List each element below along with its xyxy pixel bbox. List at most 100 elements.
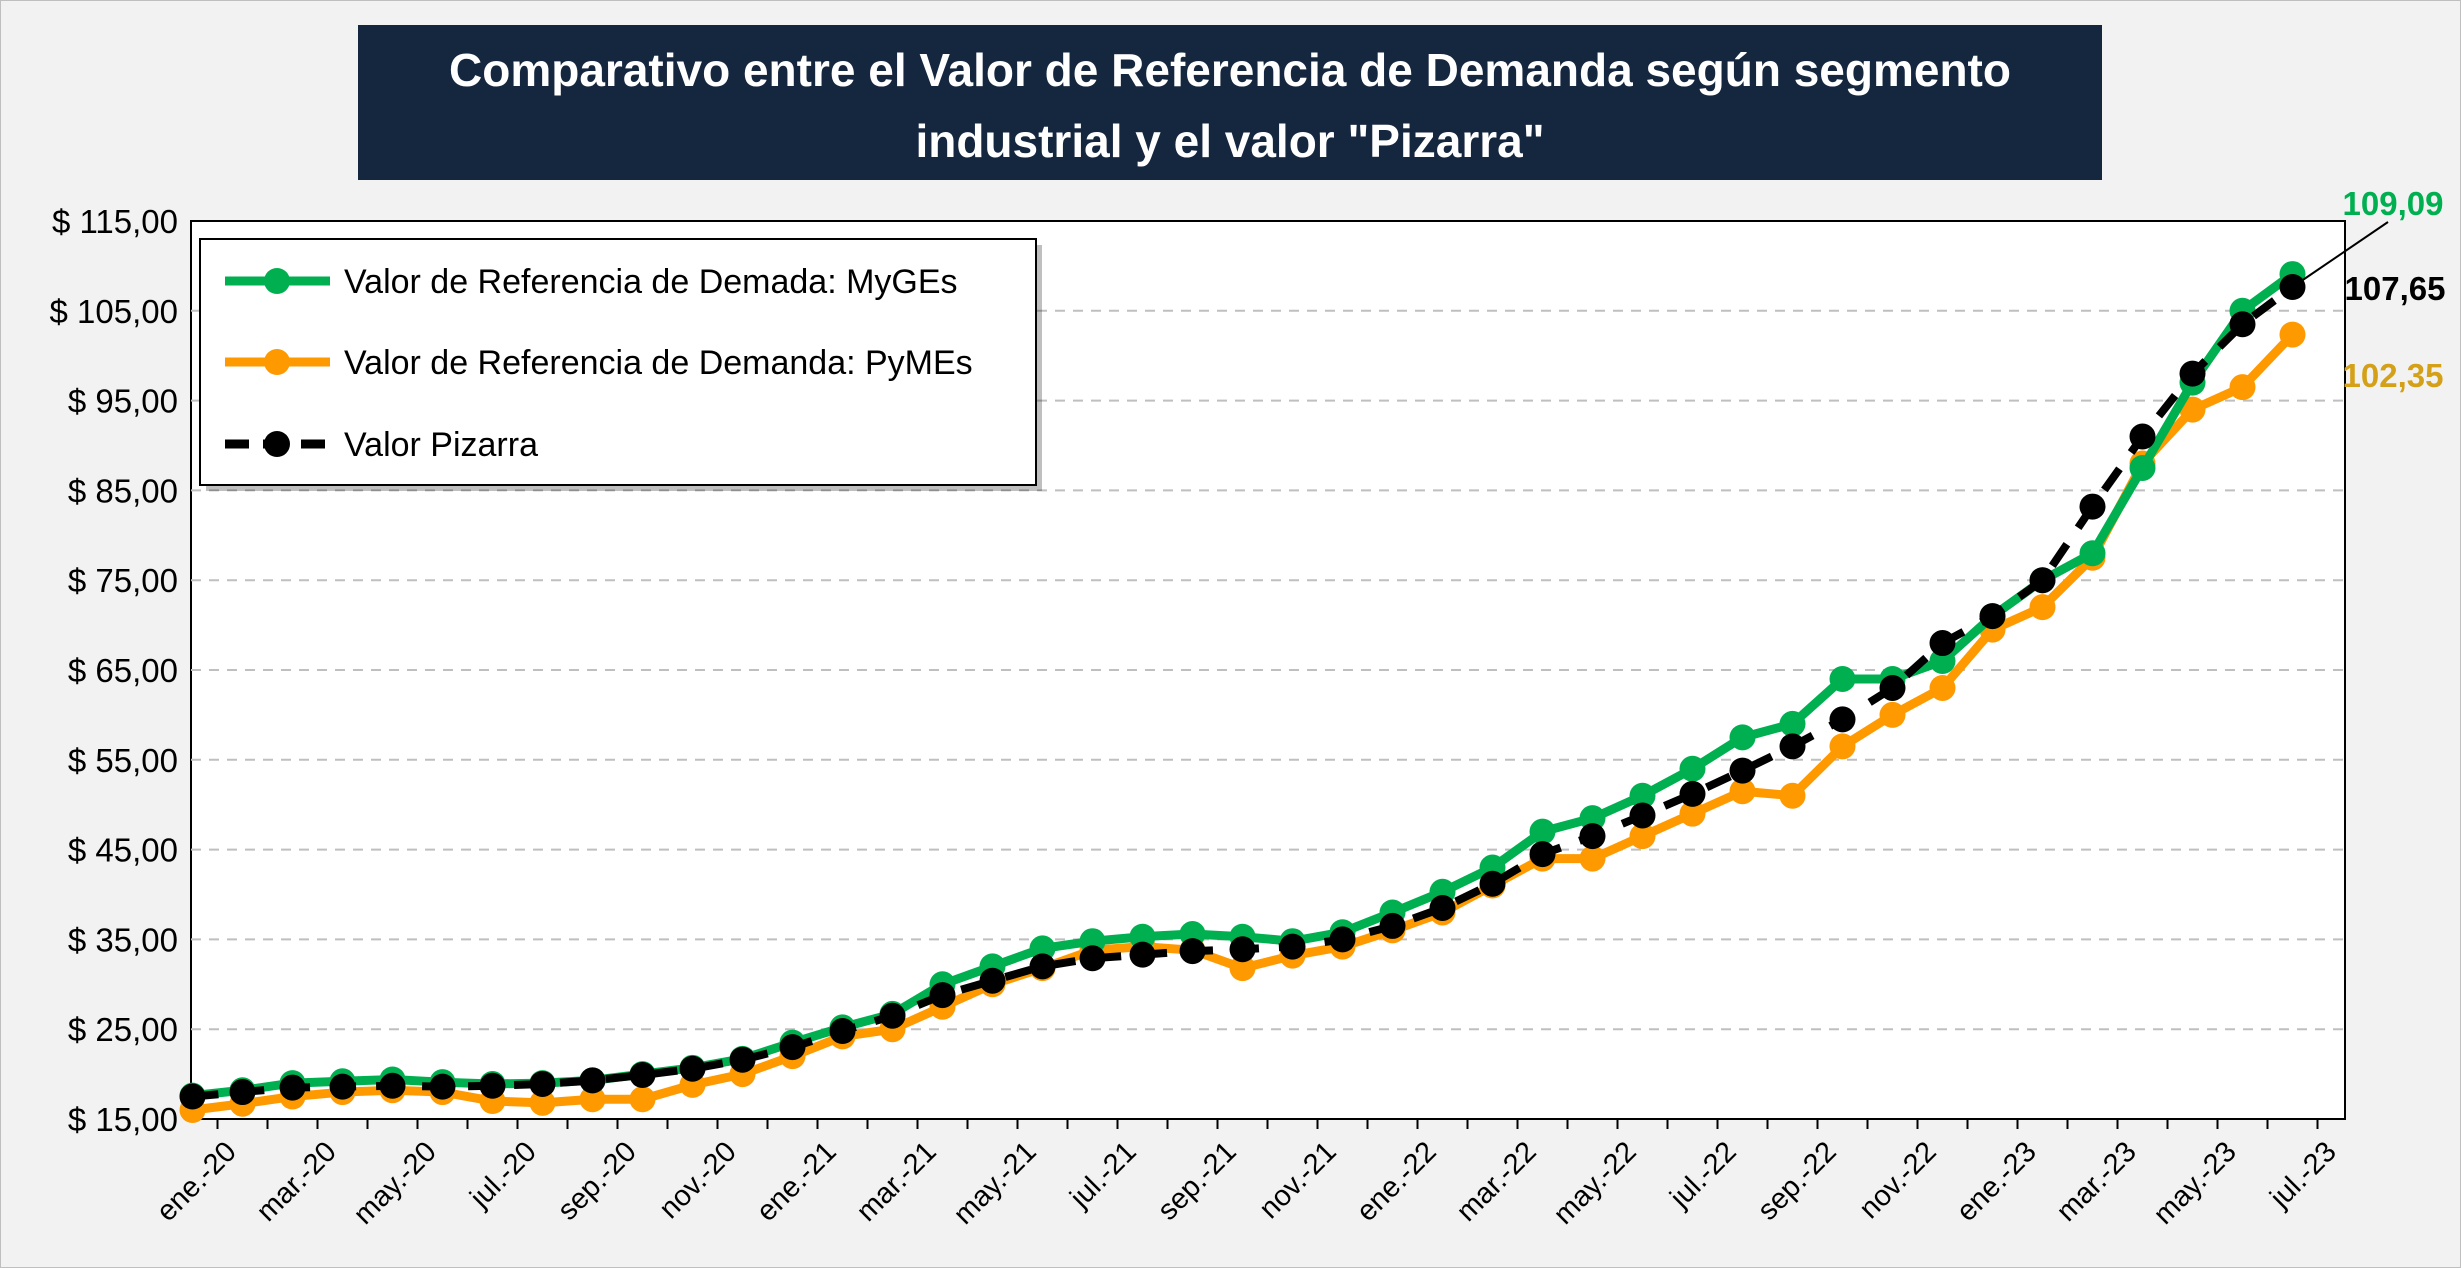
data-point: [1129, 923, 1156, 950]
data-point: [2129, 423, 2156, 450]
data-point: [1279, 933, 1306, 960]
legend-swatch-marker: [264, 431, 290, 457]
legend-label: Valor de Referencia de Demanda: PyMEs: [344, 344, 973, 382]
data-point: [1629, 782, 1656, 809]
end-label-leader: [2291, 221, 2389, 288]
data-point: [1529, 818, 1556, 845]
data-point: [679, 1055, 706, 1082]
data-point: [1179, 938, 1206, 965]
data-point: [1729, 778, 1756, 805]
data-point: [1979, 603, 2006, 630]
data-point: [1329, 926, 1356, 953]
data-point: [379, 1072, 406, 1099]
x-tick-label: jul.-23: [2264, 1136, 2343, 1215]
title-banner: [358, 25, 2102, 180]
data-point: [1229, 936, 1256, 963]
data-point: [2229, 311, 2256, 338]
data-point: [1029, 953, 1056, 980]
data-point: [1779, 710, 1806, 737]
data-point: [579, 1086, 606, 1113]
legend-label: Valor Pizarra: [344, 426, 538, 464]
y-tick-label: $ 15,00: [68, 1101, 178, 1138]
data-point: [2079, 540, 2106, 567]
data-point: [779, 1034, 806, 1061]
data-point: [1779, 733, 1806, 760]
data-point: [1829, 706, 1856, 733]
chart-title-line-2: industrial y el valor "Pizarra": [915, 115, 1544, 167]
y-tick-label: $ 105,00: [50, 293, 178, 330]
data-point: [829, 1017, 856, 1044]
data-point: [1229, 955, 1256, 982]
y-tick-label: $ 75,00: [68, 562, 178, 599]
x-tick-label: jul.-20: [464, 1136, 543, 1215]
data-point: [1779, 782, 1806, 809]
y-tick-label: $ 45,00: [68, 832, 178, 869]
data-point: [2129, 454, 2156, 481]
data-point: [1729, 724, 1756, 751]
data-point: [579, 1067, 606, 1094]
x-tick-label: may.-21: [948, 1136, 1043, 1231]
data-point: [329, 1073, 356, 1100]
data-point: [629, 1061, 656, 1088]
legend-box: [199, 238, 1037, 486]
data-point: [2229, 374, 2256, 401]
y-tick-label: $ 85,00: [68, 472, 178, 509]
data-point: [2279, 321, 2306, 348]
series-2: [179, 274, 2306, 1110]
data-point: [929, 982, 956, 1009]
data-point: [1679, 780, 1706, 807]
data-point: [729, 1046, 756, 1073]
data-point: [1529, 841, 1556, 868]
data-point: [179, 1083, 206, 1110]
y-tick-label: $ 65,00: [68, 652, 178, 689]
chart-title-line-1: Comparativo entre el Valor de Referencia…: [449, 44, 2011, 96]
y-tick-label: $ 55,00: [68, 742, 178, 779]
legend: Valor de Referencia de Demada: MyGEs Valo…: [199, 238, 1042, 491]
data-point: [1879, 674, 1906, 701]
end-label: 109,09: [2343, 185, 2444, 222]
x-tick-label: ene.-23: [1951, 1136, 2043, 1228]
data-point: [1579, 845, 1606, 872]
x-tick-label: ene.-20: [151, 1136, 243, 1228]
x-tick-label: mar.-23: [2051, 1136, 2143, 1228]
x-tick-label: mar.-20: [251, 1136, 343, 1228]
end-labels: 109,09 107,65 102,35: [2291, 185, 2446, 394]
data-point: [1429, 894, 1456, 921]
data-point: [279, 1074, 306, 1101]
x-tick-label: nov.-21: [1253, 1136, 1343, 1226]
data-point: [1829, 665, 1856, 692]
data-point: [1829, 733, 1856, 760]
y-tick-label: $ 115,00: [52, 203, 178, 240]
x-tick-label: sep.-21: [1152, 1136, 1243, 1227]
data-point: [2029, 594, 2056, 621]
data-point: [1929, 648, 1956, 675]
x-tick-label: jul.-21: [1064, 1136, 1143, 1215]
x-tick-label: may.-23: [2148, 1136, 2243, 1231]
data-point: [229, 1079, 256, 1106]
data-point: [1729, 757, 1756, 784]
x-tick-label: mar.-21: [851, 1136, 943, 1228]
data-point: [479, 1072, 506, 1099]
x-tick-label: ene.-21: [751, 1136, 843, 1228]
data-point: [629, 1086, 656, 1113]
legend-label: Valor de Referencia de Demada: MyGEs: [344, 263, 958, 301]
data-point: [1579, 805, 1606, 832]
data-point: [2029, 567, 2056, 594]
x-tick-label: nov.-20: [653, 1136, 743, 1226]
data-point: [1079, 945, 1106, 972]
x-tick-label: jul.-22: [1664, 1136, 1743, 1215]
y-tick-label: $ 35,00: [68, 921, 178, 958]
data-point: [1379, 912, 1406, 939]
y-tick-label: $ 95,00: [68, 383, 178, 420]
plot-area: [190, 220, 2346, 1120]
data-point: [1929, 630, 1956, 657]
data-point: [429, 1073, 456, 1100]
data-point: [1879, 701, 1906, 728]
data-point: [1629, 823, 1656, 850]
data-point: [2179, 396, 2206, 423]
data-point: [1679, 755, 1706, 782]
data-point: [979, 967, 1006, 994]
series-lines: [179, 261, 2306, 1124]
end-label: 107,65: [2345, 270, 2446, 307]
